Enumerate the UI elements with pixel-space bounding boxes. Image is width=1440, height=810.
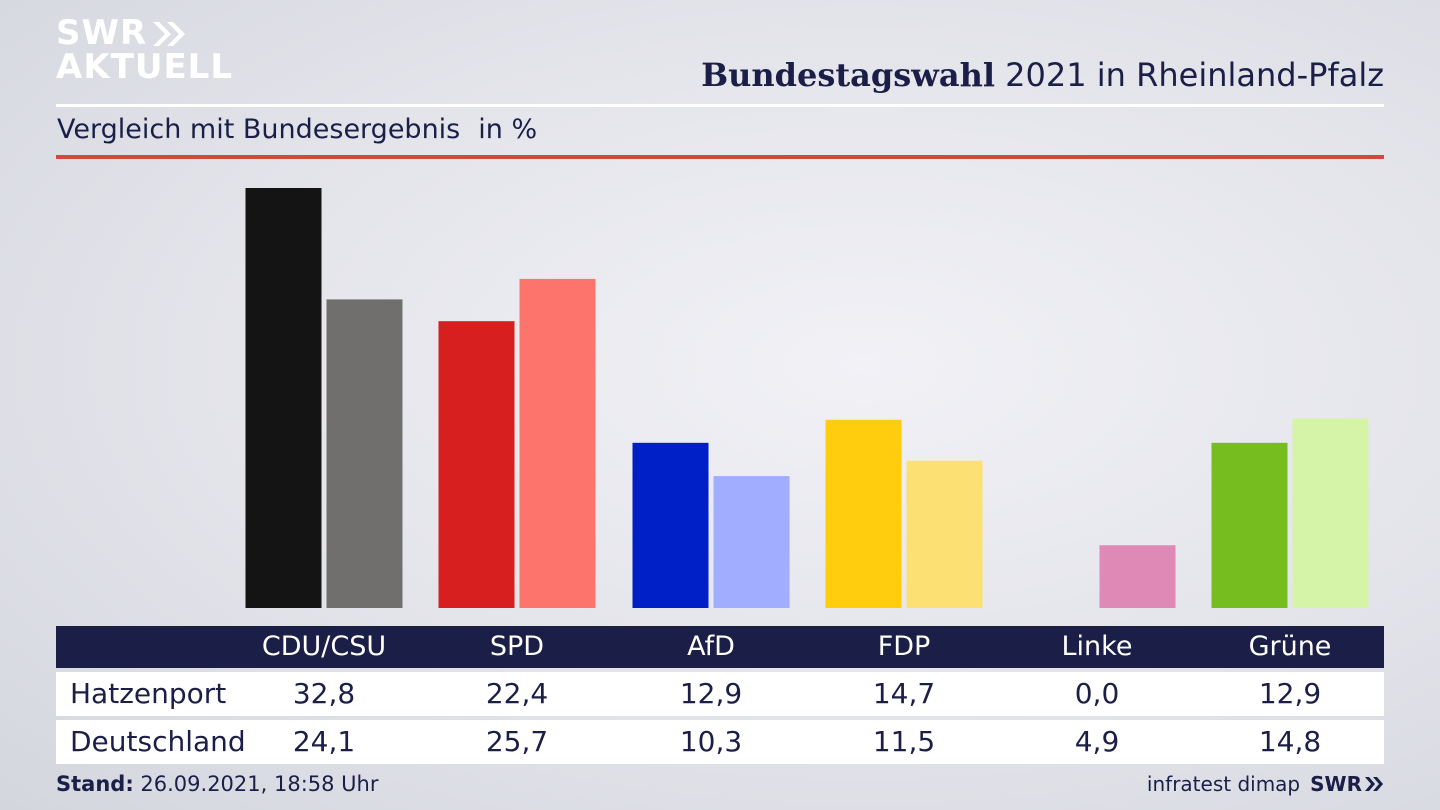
chart-subtitle: Vergleich mit Bundesergebnis in % bbox=[57, 114, 537, 145]
source-label: infratest dimap bbox=[1146, 772, 1301, 796]
category-label-linke: Linke bbox=[1061, 631, 1133, 662]
bar-fdp-hatzenport bbox=[825, 419, 902, 608]
value-deutschland-afd: 10,3 bbox=[679, 725, 743, 758]
bar-spd-hatzenport bbox=[438, 321, 515, 608]
category-label-fdp: FDP bbox=[877, 631, 931, 662]
value-hatzenport-linke: 0,0 bbox=[1074, 677, 1120, 710]
row-label: Deutschland bbox=[70, 725, 246, 758]
bar-cdu-csu-deutschland bbox=[326, 299, 403, 608]
value-deutschland-cdu-csu: 24,1 bbox=[292, 725, 356, 758]
bar-fdp-deutschland bbox=[906, 460, 983, 608]
value-hatzenport-cdu-csu: 32,8 bbox=[292, 677, 356, 710]
row-label: Hatzenport bbox=[70, 677, 227, 710]
title-bold: Bundestagswahl bbox=[701, 56, 995, 94]
timestamp-label: Stand: bbox=[56, 772, 134, 796]
bar-afd-deutschland bbox=[713, 476, 790, 608]
category-label-gr-ne: Grüne bbox=[1248, 631, 1332, 662]
timestamp: Stand: 26.09.2021, 18:58 Uhr bbox=[56, 772, 379, 796]
swr-brand: SWR bbox=[1310, 772, 1384, 796]
bar-spd-deutschland bbox=[519, 278, 596, 608]
value-hatzenport-gr-ne: 12,9 bbox=[1258, 677, 1322, 710]
bar-gr-ne-hatzenport bbox=[1211, 442, 1288, 608]
logo-line-2: AKTUELL bbox=[56, 47, 234, 87]
swr-aktuell-logo: SWR AKTUELL bbox=[56, 16, 233, 84]
bar-cdu-csu-hatzenport bbox=[245, 188, 322, 608]
category-label-spd: SPD bbox=[489, 631, 545, 662]
subtitle-text: Vergleich mit Bundesergebnis bbox=[57, 114, 461, 145]
results-table: CDU/CSU SPD AfD FDP Linke Grüne Hatzenport 32… bbox=[56, 626, 1384, 764]
bar-linke-deutschland bbox=[1099, 545, 1176, 608]
value-deutschland-spd: 25,7 bbox=[485, 725, 549, 758]
value-deutschland-gr-ne: 14,8 bbox=[1258, 725, 1322, 758]
header-divider bbox=[56, 104, 1384, 107]
double-chevron-right-icon bbox=[153, 22, 186, 46]
subtitle-divider bbox=[56, 155, 1384, 159]
unit-label: in % bbox=[478, 114, 538, 145]
category-label-afd: AfD bbox=[687, 631, 735, 662]
value-deutschland-fdp: 11,5 bbox=[872, 725, 936, 758]
table-row-deutschland: Deutschland 24,1 25,7 10,3 11,5 4,9 14,8 bbox=[56, 720, 1384, 764]
value-hatzenport-fdp: 14,7 bbox=[872, 677, 936, 710]
bar-afd-hatzenport bbox=[632, 442, 709, 608]
double-chevron-right-icon bbox=[1365, 777, 1383, 791]
table-row-hatzenport: Hatzenport 32,8 22,4 12,9 14,7 0,0 12,9 bbox=[56, 672, 1384, 716]
source-credits: infratest dimap SWR bbox=[1147, 772, 1384, 796]
value-hatzenport-spd: 22,4 bbox=[485, 677, 549, 710]
title-rest: 2021 in Rheinland-Pfalz bbox=[995, 56, 1384, 94]
category-label-cdu-csu: CDU/CSU bbox=[261, 631, 387, 662]
value-hatzenport-afd: 12,9 bbox=[679, 677, 743, 710]
chart-title: Bundestagswahl 2021 in Rheinland-Pfalz bbox=[701, 56, 1384, 94]
bar-gr-ne-deutschland bbox=[1292, 418, 1369, 608]
table-header-row: CDU/CSU SPD AfD FDP Linke Grüne bbox=[56, 626, 1384, 668]
value-deutschland-linke: 4,9 bbox=[1074, 725, 1120, 758]
logo-line-1: SWR bbox=[56, 16, 233, 50]
timestamp-value: 26.09.2021, 18:58 Uhr bbox=[133, 772, 379, 796]
